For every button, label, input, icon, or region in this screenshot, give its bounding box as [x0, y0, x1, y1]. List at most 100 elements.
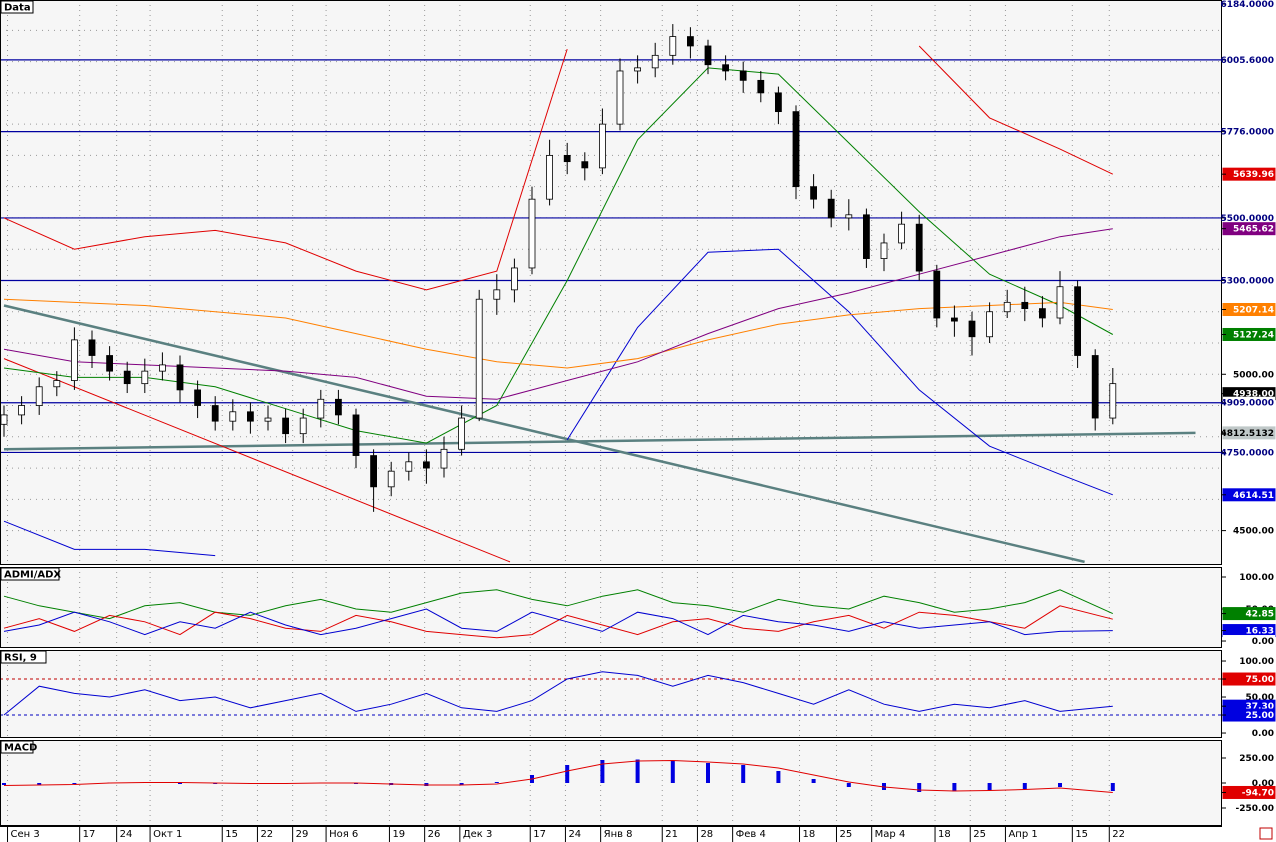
candle-body — [106, 355, 113, 372]
histogram-bar — [178, 783, 182, 784]
x-tick-label: 24 — [568, 829, 581, 840]
candle-body — [123, 370, 131, 385]
candle-body — [1091, 355, 1099, 419]
candle-body — [440, 448, 448, 469]
x-tick-label: 21 — [665, 829, 678, 840]
candle-body — [880, 242, 888, 259]
candle-body — [757, 79, 765, 94]
x-tick-label: Сен 3 — [11, 829, 40, 840]
pane — [0, 650, 1222, 738]
axis-tag-label: 5639.96 — [1233, 170, 1274, 180]
corner-button[interactable] — [1259, 827, 1273, 840]
candle-body — [915, 223, 923, 272]
candle-body — [810, 186, 817, 200]
indicator-line — [3, 228, 1113, 400]
histogram-bar — [670, 761, 675, 783]
x-tick-label: 29 — [296, 829, 309, 840]
histogram-bar — [952, 783, 957, 792]
axis-tag — [1223, 53, 1275, 66]
pane-title: Data — [4, 3, 31, 14]
candle-body — [88, 339, 96, 356]
histogram-bar — [1110, 783, 1115, 791]
axis-tag — [1223, 446, 1275, 459]
candle-body — [510, 267, 518, 291]
candle-body — [563, 154, 571, 163]
candle-body — [704, 45, 712, 66]
candle-body — [194, 389, 202, 406]
pane-title: MACD — [4, 743, 37, 754]
axis-tag-label: 42.85 — [1246, 610, 1274, 620]
x-tick-label: 25 — [839, 829, 852, 840]
axis-tag-label: -94.70 — [1242, 788, 1274, 798]
axis-tag — [1223, 570, 1275, 583]
trend-line — [3, 358, 511, 563]
histogram-bar — [741, 765, 746, 783]
candle-body — [1039, 308, 1046, 319]
candle-body — [968, 320, 976, 338]
axis-tag-label: 5500.0000 — [1220, 214, 1274, 224]
histogram-bar — [459, 783, 464, 785]
trend-line — [3, 304, 1085, 564]
axis-tag-label: 4614.51 — [1233, 491, 1274, 501]
candle-body — [898, 223, 905, 244]
axis-tag — [1223, 211, 1275, 224]
axis-tag — [1223, 635, 1275, 648]
axis-tag-label: 5300.0000 — [1220, 276, 1274, 286]
pane-title-box — [0, 0, 34, 14]
axis-tag-label: 6005.6000 — [1220, 56, 1274, 66]
axis-tag-label: 16.33 — [1246, 627, 1274, 637]
x-tick-label: Дек 3 — [463, 829, 493, 840]
candle-body — [1056, 286, 1064, 319]
candle-body — [669, 36, 677, 56]
candle-body — [1003, 301, 1011, 313]
candle-body — [458, 417, 466, 450]
candle-body — [651, 54, 659, 69]
pane-title-box — [0, 740, 34, 754]
candle-body — [71, 339, 78, 381]
axis-tag-label: 25.00 — [1246, 711, 1274, 721]
candle-body — [687, 36, 694, 47]
axis-tag-label: 4500.00 — [1233, 527, 1274, 537]
histogram-bar — [635, 759, 640, 783]
axis-tag — [1223, 0, 1275, 11]
pane-title-box — [0, 650, 47, 664]
candle-body — [1109, 383, 1117, 419]
candle-body — [53, 380, 61, 388]
histogram-bar — [811, 779, 816, 783]
x-tick-label: 19 — [392, 829, 405, 840]
candle-body — [792, 111, 800, 188]
candle-body — [951, 317, 958, 322]
pane — [0, 567, 1222, 648]
candle-body — [334, 398, 342, 416]
axis-tag — [1223, 274, 1275, 287]
histogram-bar — [1022, 783, 1027, 789]
candle-body — [35, 386, 43, 406]
pane-title: ADMI/ADX — [4, 570, 61, 581]
x-tick-label: 18 — [803, 829, 816, 840]
histogram-bar — [600, 760, 605, 783]
trend-line — [3, 431, 1196, 451]
candle-body — [229, 411, 237, 422]
candle-body — [176, 364, 184, 391]
histogram-bar — [706, 763, 710, 783]
x-tick-label: 15 — [1075, 829, 1088, 840]
candle-body — [863, 214, 870, 259]
axis-tag-label: 0.00 — [1252, 779, 1274, 789]
indicator-line — [3, 608, 1113, 636]
candle-body — [493, 289, 501, 300]
pane-content — [1, 1, 1221, 564]
axis-tag-label: 100.00 — [1239, 657, 1274, 667]
x-tick-label: 17 — [83, 829, 96, 840]
axis-tag — [1223, 655, 1275, 668]
candle-body — [211, 405, 219, 422]
candle-body — [1021, 301, 1029, 310]
histogram-bar — [846, 783, 851, 787]
candle-body — [158, 364, 166, 372]
axis-tag-label: -250.00 — [1236, 804, 1274, 814]
histogram-bar — [1058, 783, 1062, 787]
axis-tag-label: 0.00 — [1252, 729, 1274, 739]
histogram-bar — [917, 783, 922, 792]
axis-tag — [1223, 125, 1275, 138]
axis-tag-label: 75.00 — [1246, 675, 1274, 685]
pane-title: RSI, 9 — [4, 653, 37, 664]
